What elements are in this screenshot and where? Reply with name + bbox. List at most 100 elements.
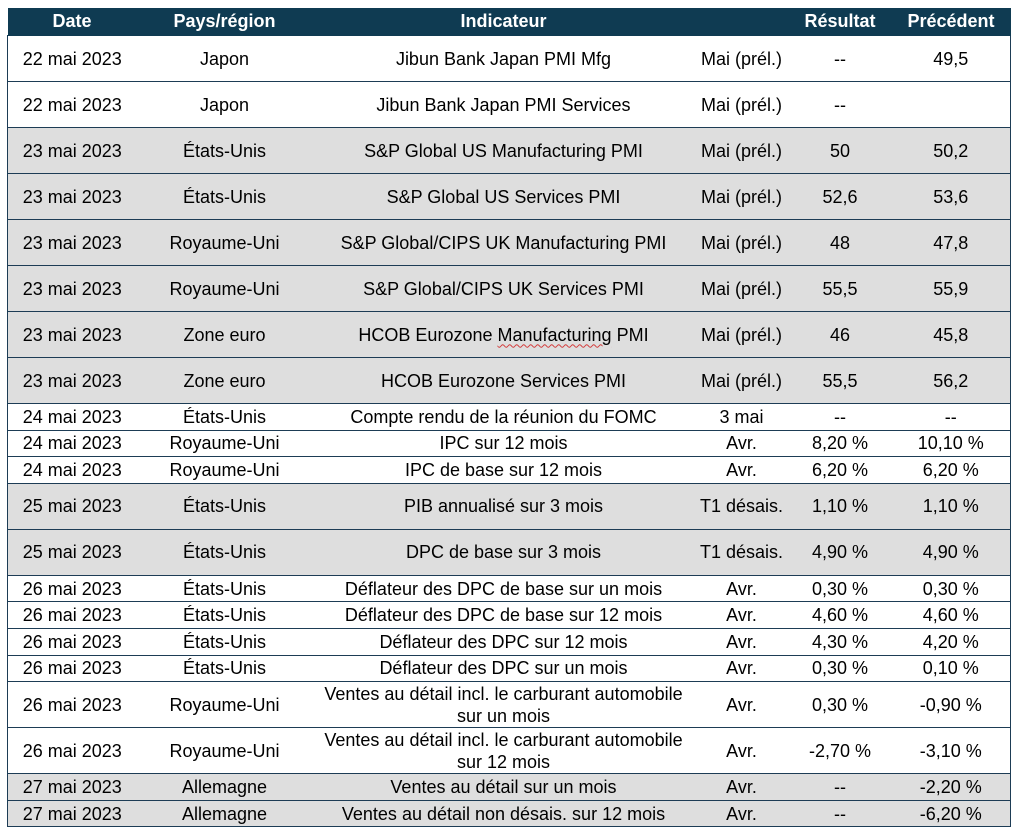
cell-result: 50 bbox=[788, 127, 892, 174]
cell-indicator: S&P Global/CIPS UK Manufacturing PMI bbox=[312, 219, 695, 266]
table-row: 22 mai 2023 Japon Jibun Bank Japan PMI S… bbox=[7, 81, 1011, 128]
cell-previous: 49,5 bbox=[891, 35, 1011, 82]
cell-previous: 4,60 % bbox=[891, 601, 1011, 629]
cell-result: -- bbox=[788, 403, 892, 431]
cell-result: 0,30 % bbox=[788, 655, 892, 683]
table-row: 26 mai 2023 États-Unis Déflateur des DPC… bbox=[7, 601, 1011, 629]
header-previous: Précédent bbox=[891, 8, 1011, 36]
cell-indicator: S&P Global US Services PMI bbox=[312, 173, 695, 220]
cell-date: 26 mai 2023 bbox=[7, 575, 137, 603]
cell-result: 52,6 bbox=[788, 173, 892, 220]
cell-country: Japon bbox=[136, 81, 313, 128]
cell-country: Allemagne bbox=[136, 800, 313, 828]
economic-calendar-table: Date Pays/région Indicateur Résultat Pré… bbox=[7, 8, 1011, 828]
cell-country: Royaume-Uni bbox=[136, 430, 313, 458]
cell-period: Avr. bbox=[694, 601, 789, 629]
cell-indicator: Déflateur des DPC de base sur 12 mois bbox=[312, 601, 695, 629]
cell-indicator: Ventes au détail incl. le carburant auto… bbox=[312, 681, 695, 729]
cell-indicator: HCOB Eurozone Services PMI bbox=[312, 357, 695, 404]
cell-result: 48 bbox=[788, 219, 892, 266]
cell-previous: 4,90 % bbox=[891, 529, 1011, 576]
cell-result: 4,90 % bbox=[788, 529, 892, 576]
cell-date: 23 mai 2023 bbox=[7, 265, 137, 312]
cell-country: États-Unis bbox=[136, 575, 313, 603]
cell-date: 24 mai 2023 bbox=[7, 456, 137, 484]
cell-country: Royaume-Uni bbox=[136, 219, 313, 266]
cell-date: 24 mai 2023 bbox=[7, 403, 137, 431]
indicator-text: PMI bbox=[611, 324, 649, 345]
cell-date: 22 mai 2023 bbox=[7, 81, 137, 128]
cell-previous: 53,6 bbox=[891, 173, 1011, 220]
table-row: 26 mai 2023 Royaume-Uni Ventes au détail… bbox=[7, 727, 1011, 775]
cell-period: Avr. bbox=[694, 800, 789, 828]
table-row: 23 mai 2023 États-Unis S&P Global US Ser… bbox=[7, 173, 1011, 220]
cell-previous: 1,10 % bbox=[891, 483, 1011, 530]
cell-indicator: Déflateur des DPC de base sur un mois bbox=[312, 575, 695, 603]
cell-indicator: Déflateur des DPC sur 12 mois bbox=[312, 628, 695, 656]
cell-period: Mai (prél.) bbox=[694, 311, 789, 358]
cell-country: Royaume-Uni bbox=[136, 456, 313, 484]
cell-date: 23 mai 2023 bbox=[7, 311, 137, 358]
cell-previous: 50,2 bbox=[891, 127, 1011, 174]
cell-period: Mai (prél.) bbox=[694, 81, 789, 128]
cell-date: 25 mai 2023 bbox=[7, 529, 137, 576]
cell-country: États-Unis bbox=[136, 403, 313, 431]
cell-previous: -2,20 % bbox=[891, 773, 1011, 801]
cell-period: Mai (prél.) bbox=[694, 219, 789, 266]
table-row: 23 mai 2023 Royaume-Uni S&P Global/CIPS … bbox=[7, 219, 1011, 266]
table-row: 24 mai 2023 Royaume-Uni IPC de base sur … bbox=[7, 456, 1011, 484]
cell-previous: 45,8 bbox=[891, 311, 1011, 358]
table-row: 24 mai 2023 Royaume-Uni IPC sur 12 mois … bbox=[7, 430, 1011, 458]
cell-date: 26 mai 2023 bbox=[7, 601, 137, 629]
cell-period: T1 désais. bbox=[694, 529, 789, 576]
cell-result: -- bbox=[788, 81, 892, 128]
cell-period: T1 désais. bbox=[694, 483, 789, 530]
table-row: 23 mai 2023 Zone euro HCOB Eurozone Manu… bbox=[7, 311, 1011, 358]
cell-period: Mai (prél.) bbox=[694, 265, 789, 312]
cell-period: Mai (prél.) bbox=[694, 35, 789, 82]
cell-result: -- bbox=[788, 35, 892, 82]
cell-date: 25 mai 2023 bbox=[7, 483, 137, 530]
cell-period: Avr. bbox=[694, 773, 789, 801]
header-indicator: Indicateur bbox=[312, 8, 695, 36]
cell-date: 24 mai 2023 bbox=[7, 430, 137, 458]
cell-country: Zone euro bbox=[136, 311, 313, 358]
cell-period: Avr. bbox=[694, 456, 789, 484]
cell-period: Avr. bbox=[694, 727, 789, 775]
cell-period: Mai (prél.) bbox=[694, 173, 789, 220]
cell-result: 1,10 % bbox=[788, 483, 892, 530]
cell-result: -- bbox=[788, 800, 892, 828]
cell-period: Avr. bbox=[694, 628, 789, 656]
table-row: 27 mai 2023 Allemagne Ventes au détail n… bbox=[7, 800, 1011, 828]
cell-date: 26 mai 2023 bbox=[7, 655, 137, 683]
cell-indicator: Déflateur des DPC sur un mois bbox=[312, 655, 695, 683]
cell-indicator: HCOB Eurozone Manufacturing PMI bbox=[312, 311, 695, 358]
table-row: 25 mai 2023 États-Unis DPC de base sur 3… bbox=[7, 529, 1011, 576]
cell-previous: -0,90 % bbox=[891, 681, 1011, 729]
cell-country: États-Unis bbox=[136, 483, 313, 530]
cell-indicator: Ventes au détail sur un mois bbox=[312, 773, 695, 801]
cell-previous: 0,30 % bbox=[891, 575, 1011, 603]
cell-date: 23 mai 2023 bbox=[7, 357, 137, 404]
cell-date: 27 mai 2023 bbox=[7, 773, 137, 801]
cell-indicator: IPC sur 12 mois bbox=[312, 430, 695, 458]
cell-previous: -3,10 % bbox=[891, 727, 1011, 775]
cell-result: 6,20 % bbox=[788, 456, 892, 484]
cell-indicator: PIB annualisé sur 3 mois bbox=[312, 483, 695, 530]
header-country: Pays/région bbox=[136, 8, 313, 36]
cell-period: 3 mai bbox=[694, 403, 789, 431]
table-row: 23 mai 2023 Zone euro HCOB Eurozone Serv… bbox=[7, 357, 1011, 404]
cell-period: Avr. bbox=[694, 681, 789, 729]
cell-result: 46 bbox=[788, 311, 892, 358]
cell-result: 55,5 bbox=[788, 265, 892, 312]
cell-previous: 55,9 bbox=[891, 265, 1011, 312]
cell-country: États-Unis bbox=[136, 173, 313, 220]
table-row: 26 mai 2023 États-Unis Déflateur des DPC… bbox=[7, 575, 1011, 603]
cell-indicator: Jibun Bank Japan PMI Mfg bbox=[312, 35, 695, 82]
header-row: Date Pays/région Indicateur Résultat Pré… bbox=[7, 8, 1011, 36]
cell-country: Allemagne bbox=[136, 773, 313, 801]
table-row: 25 mai 2023 États-Unis PIB annualisé sur… bbox=[7, 483, 1011, 530]
cell-indicator: Jibun Bank Japan PMI Services bbox=[312, 81, 695, 128]
cell-country: Royaume-Uni bbox=[136, 265, 313, 312]
cell-result: -- bbox=[788, 773, 892, 801]
